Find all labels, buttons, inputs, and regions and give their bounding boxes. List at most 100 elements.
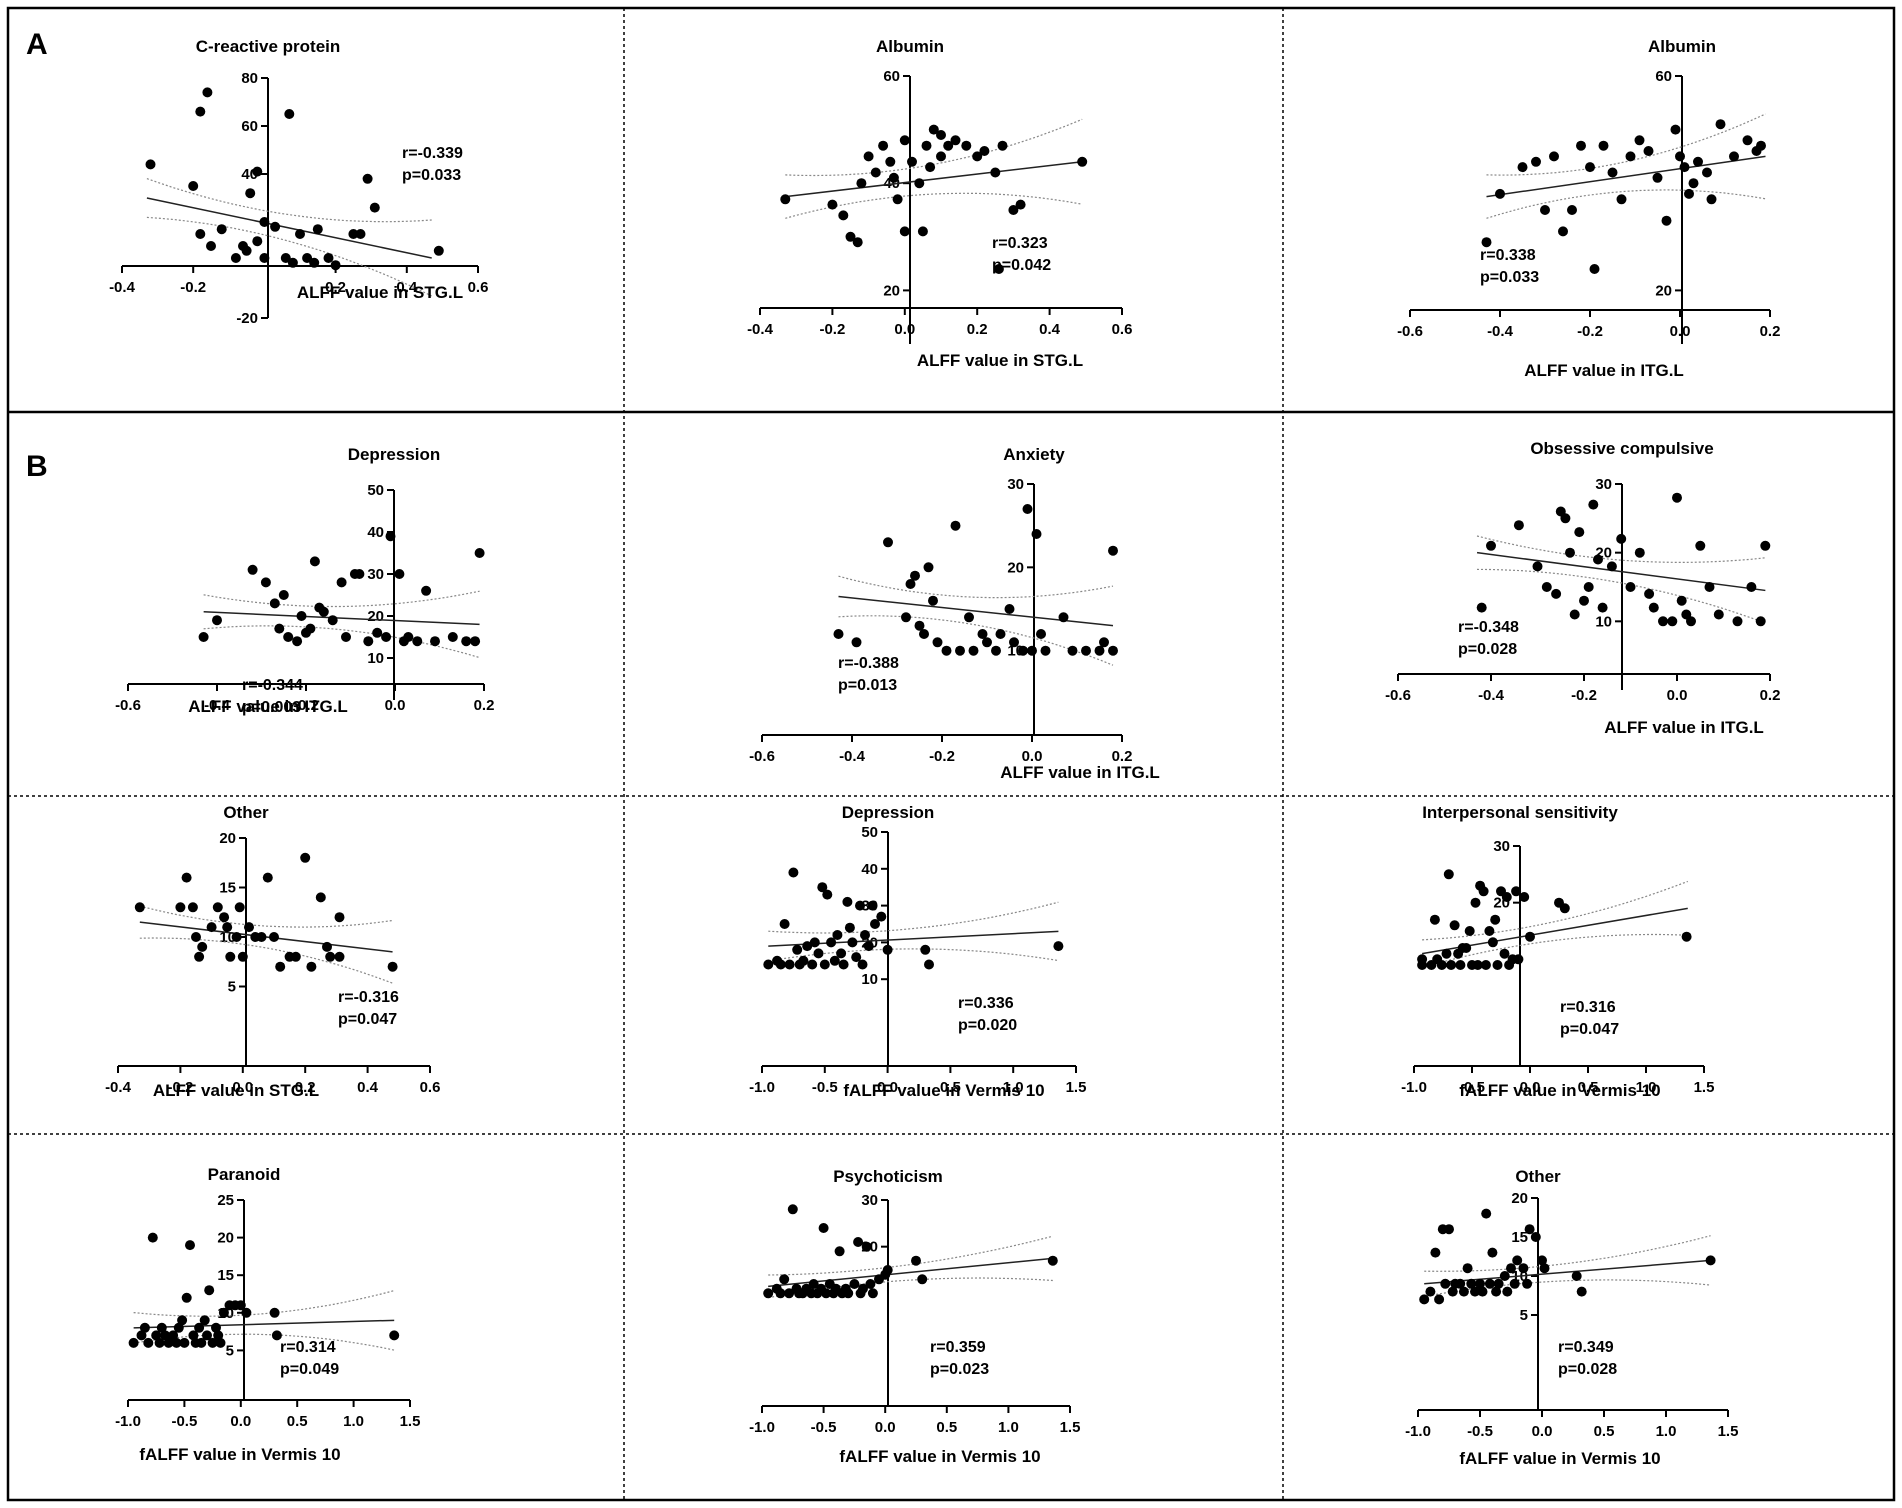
data-point [1661,215,1672,226]
data-point [1537,1255,1547,1266]
p-value: p=0.049 [280,1361,339,1378]
data-point [798,955,809,966]
x-tick-label: -0.6 [1385,687,1411,704]
x-tick-label: -1.0 [749,1419,775,1436]
data-point [1539,1263,1550,1274]
data-point [1522,1278,1533,1289]
data-point [1008,205,1019,215]
data-point [1583,582,1594,592]
data-point [1031,529,1042,539]
data-point [296,611,307,621]
x-axis-label: ALFF value in STG.L [917,351,1083,370]
data-point [1588,499,1599,510]
data-point [219,912,230,923]
data-point [775,959,786,970]
x-axis-label: ALFF value in ITG.L [1604,718,1764,737]
data-point [1499,948,1510,959]
data-point [244,922,254,933]
data-point [177,1315,188,1326]
data-point [1574,527,1585,538]
data-point [1466,1278,1477,1289]
data-point [1477,1286,1488,1297]
fit-line [785,161,1083,198]
data-point [870,919,880,929]
data-point [899,135,910,146]
ci-lower-line [146,216,432,297]
data-point [235,1300,246,1311]
chart-title: Paranoid [208,1165,281,1184]
data-point [237,951,248,962]
data-point [1502,1286,1513,1297]
ci-lower-line [768,948,1059,962]
x-axis-label: fALFF value in Vermis 10 [139,1445,340,1464]
data-point [858,1283,868,1294]
data-point [1756,140,1766,151]
data-point [195,106,206,117]
data-point [1729,151,1739,162]
data-point [348,229,359,239]
data-point [187,902,198,913]
data-point [995,629,1006,639]
data-point [1634,135,1645,146]
data-point [1429,914,1440,925]
data-point [269,932,279,942]
ci-upper-line [1476,535,1766,564]
data-point [284,109,295,119]
data-point [1434,1294,1445,1305]
data-point [1067,645,1078,656]
x-tick-label: 0.5 [1594,1423,1615,1440]
x-tick-label: -0.2 [929,748,955,765]
data-point [271,1330,282,1341]
data-point [1040,645,1051,656]
data-point [1440,1278,1451,1289]
ci-upper-line [1424,1235,1711,1272]
data-point [851,637,862,648]
x-tick-label: 1.0 [1656,1423,1677,1440]
data-point [1598,140,1609,151]
data-point [1606,561,1617,572]
data-point [1462,1263,1473,1274]
data-point [1746,582,1757,592]
chart-title: Anxiety [1003,445,1065,464]
chart-panel-1: C-reactive protein-0.4 -0.2 0.2 0.4 0.680604… [109,37,488,327]
data-point [943,140,954,151]
x-tick-label: 1.5 [1060,1419,1081,1436]
data-point [829,955,840,966]
x-tick-label: 1.0 [1003,1079,1024,1096]
data-point [207,1337,218,1348]
data-point [792,944,803,955]
data-point [1480,960,1491,970]
data-point [1455,960,1466,970]
data-point [997,140,1008,151]
data-point [833,629,844,639]
data-point [280,253,291,263]
data-point [1652,172,1663,183]
x-tick-label: 0.0 [1520,1079,1541,1096]
data-point [1513,954,1524,965]
data-point [924,959,934,970]
data-point [151,1330,162,1341]
chart-panel-8: Depression-1.0-0.50.00.51.01.55040302010… [749,803,1086,1100]
y-tick-label: 30 [861,1192,878,1209]
data-point [763,1288,774,1299]
x-tick-label: 0.2 [1112,748,1133,765]
y-tick-label: 80 [241,70,258,87]
data-point [1644,588,1655,599]
data-point [259,217,270,227]
data-point [252,236,263,247]
data-point [252,166,263,177]
x-tick-label: -1.0 [115,1413,141,1430]
data-point [972,151,983,162]
data-point [191,932,201,942]
data-point [876,911,887,922]
data-point [882,944,893,955]
data-point [269,598,280,609]
x-tick-label: 0.6 [1112,321,1133,338]
data-point [914,178,925,189]
data-point [1559,903,1570,914]
data-point [198,632,209,642]
data-point [1704,582,1715,592]
data-point [292,636,303,647]
data-point [334,912,345,923]
y-tick-label: 15 [217,1267,234,1284]
